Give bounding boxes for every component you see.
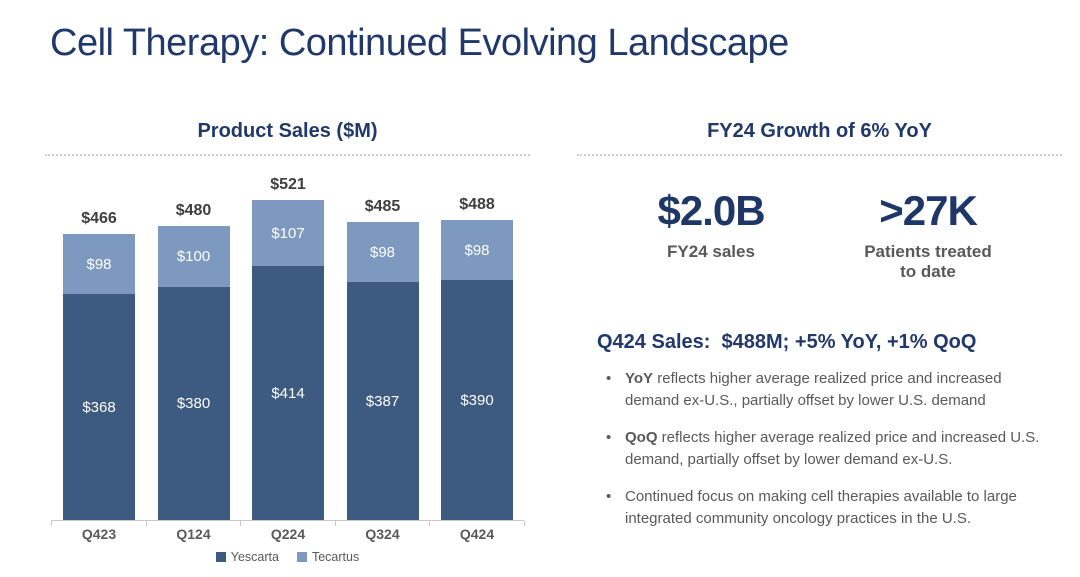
right-divider [577,154,1062,156]
legend-label: Tecartus [311,550,360,564]
bullet-lead: QoQ [625,429,658,446]
segment-tecartus-Q324: $98 [346,222,419,282]
segment-value-label: $98 [464,241,490,259]
segment-yescarta-Q224: $414 [252,266,324,520]
chart-title: Product Sales ($M) [197,120,378,142]
category-label-Q324: Q324 [365,526,400,542]
segment-yescarta-Q124: $380 [157,287,230,520]
x-axis-tick [145,521,147,526]
bar-Q324: $98 $387 [346,222,419,520]
category-label-Q424: Q424 [459,526,495,542]
segment-yescarta-Q423: $368 [63,294,135,520]
stat-fy24-sales: $2.0B FY24 sales [657,187,765,262]
left-divider [45,154,530,156]
x-axis-tick [429,521,430,526]
segment-yescarta-Q424: $390 [441,280,513,520]
bullet-item-2: • QoQ reflects higher average realized pr… [606,429,1040,468]
page-title: Cell Therapy: Continued Evolving Landsca… [50,22,789,64]
stat-value: $2.0B [657,187,765,234]
bullet-marker: • [606,429,612,446]
legend-item-yescarta: Yescarta [215,550,279,564]
stat-patients-treated: >27K Patients treated to date [861,188,995,282]
total-label-Q424: $488 [459,196,495,213]
segment-tecartus-Q424: $98 [441,220,513,280]
bar-Q423: $98 $368 [63,234,135,520]
category-label-Q423: Q423 [81,526,117,542]
segment-yescarta-Q324: $387 [346,282,419,520]
segment-value-label: $380 [176,395,211,412]
total-label-Q324: $485 [364,198,401,215]
legend-swatch-icon [296,552,307,562]
total-label-Q423: $466 [81,210,117,227]
x-axis-tick [334,521,336,526]
x-axis-tick [51,521,52,526]
stats-row: $2.0B FY24 sales >27K Patients treated to d… [577,188,1062,318]
stat-label: Patients treated to date [864,242,992,281]
x-axis-line [51,520,525,526]
bullet-lead: YoY [625,370,654,387]
segment-value-label: $107 [271,224,305,242]
bullet-item-1: • YoY reflects higher average realized pr… [606,370,1002,409]
bar-Q124: $100 $380 [157,226,230,520]
growth-title: FY24 Growth of 6% YoY [707,120,932,142]
stat-value: >27K [879,187,978,234]
segment-tecartus-Q423: $98 [63,234,135,294]
bar-Q224: $107 $414 [252,200,324,520]
q424-sales-heading: Q424 Sales: $488M; +5% YoY, +1% QoQ [597,331,977,353]
legend-label: Yescarta [230,550,279,564]
stat-label: FY24 sales [667,242,755,261]
legend-swatch-icon [215,552,226,562]
segment-tecartus-Q124: $100 [157,226,230,287]
x-axis-tick [523,521,525,526]
segment-value-label: $98 [86,255,112,273]
bullets-list: • YoY reflects higher average realized pr… [597,368,1057,545]
category-label-Q124: Q124 [176,526,211,542]
total-label-Q124: $480 [175,202,212,219]
segment-value-label: $100 [176,248,211,265]
bullet-item-3: • Continued focus on making cell therapie… [606,488,1017,527]
total-label-Q224: $521 [270,176,306,193]
bar-Q424: $98 $390 [441,220,513,520]
x-axis-tick [240,521,241,526]
segment-tecartus-Q224: $107 [252,200,324,266]
segment-value-label: $390 [460,391,494,409]
segment-value-label: $98 [369,243,396,261]
segment-value-label: $414 [271,384,305,402]
segment-value-label: $368 [82,398,116,416]
chart-legend: Yescarta Tecartus [45,550,530,564]
category-label-Q224: Q224 [270,526,306,542]
bullet-marker: • [606,370,612,387]
bullet-marker: • [606,488,612,505]
segment-value-label: $387 [365,392,400,410]
legend-item-tecartus: Tecartus [296,550,360,564]
